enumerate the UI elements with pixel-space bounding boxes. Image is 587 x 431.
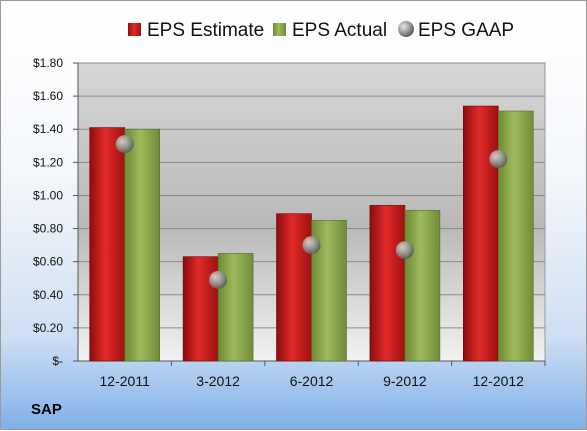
legend: EPS Estimate EPS Actual EPS GAAP: [128, 20, 514, 41]
bar-eps-actual: [217, 253, 254, 362]
legend-label: EPS GAAP: [418, 20, 514, 41]
x-tick-label: 12-2011: [100, 373, 151, 389]
bar-eps-actual: [404, 210, 441, 362]
bars: [89, 105, 534, 362]
gaap-markers: [115, 135, 508, 289]
marker-eps-gaap: [395, 241, 414, 260]
bar-eps-actual: [124, 128, 160, 362]
legend-label: EPS Actual: [292, 20, 387, 41]
bar-eps-estimate: [89, 127, 125, 362]
legend-swatch: [128, 23, 141, 36]
bar-eps-estimate: [462, 105, 499, 362]
legend-swatch: [398, 21, 414, 37]
company-label: SAP: [31, 401, 62, 418]
marker-eps-gaap: [302, 236, 321, 255]
y-tick-label: $0.40: [33, 288, 63, 302]
x-tick-label: 9-2012: [383, 373, 427, 389]
legend-label: EPS Estimate: [147, 20, 264, 41]
y-tick-label: $0.80: [33, 222, 63, 236]
y-tick-label: $-: [52, 354, 63, 368]
y-tick-label: $1.00: [33, 188, 63, 202]
marker-eps-gaap: [115, 135, 134, 154]
x-tick-label: 12-2012: [473, 373, 525, 389]
y-tick-label: $0.60: [33, 255, 63, 269]
y-tick-label: $1.80: [33, 56, 63, 70]
y-tick-label: $1.20: [33, 155, 63, 169]
marker-eps-gaap: [209, 270, 228, 289]
x-axis: 12-2011 3-2012 6-2012 9-2012 12-2012: [100, 361, 546, 389]
bar-eps-estimate: [182, 256, 219, 362]
y-tick-label: $1.60: [33, 89, 63, 103]
bar-eps-actual: [497, 110, 534, 362]
x-tick-label: 3-2012: [196, 373, 240, 389]
legend-swatch: [273, 23, 286, 36]
bar-eps-estimate: [369, 205, 406, 362]
y-tick-label: $0.20: [33, 321, 63, 335]
bar-eps-estimate: [276, 213, 312, 362]
y-axis: $- $0.20 $0.40 $0.60 $0.80 $1.00 $1.20 $1.40 $1.…: [33, 56, 545, 368]
y-tick-label: $1.40: [33, 122, 63, 136]
x-tick-label: 6-2012: [290, 373, 334, 389]
marker-eps-gaap: [489, 150, 508, 169]
